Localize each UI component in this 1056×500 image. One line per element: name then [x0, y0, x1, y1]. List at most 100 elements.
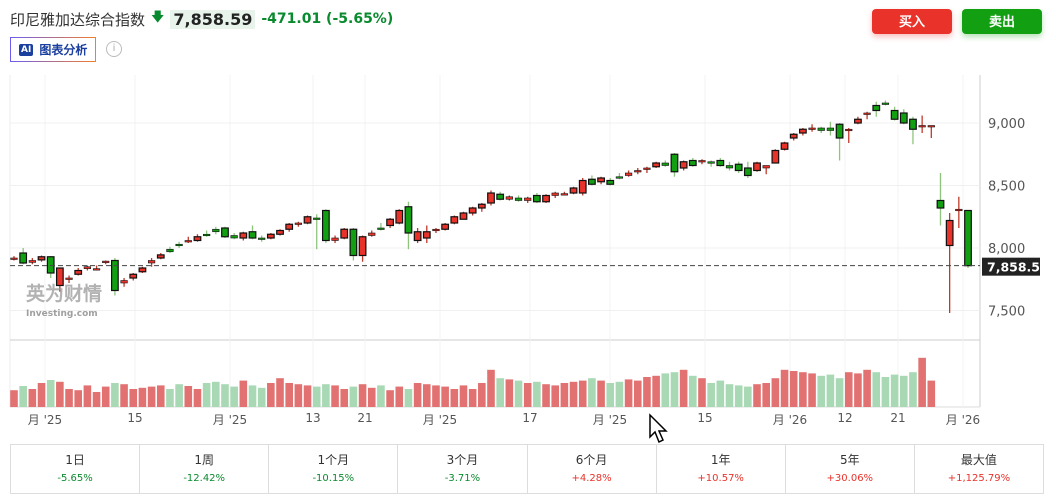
volume-bar	[303, 385, 312, 407]
volume-bar	[643, 377, 651, 407]
volume-bar	[349, 386, 358, 407]
volume-bar	[505, 379, 514, 407]
performance-cell[interactable]: 5年 +30.06%	[786, 445, 915, 493]
x-tick-label: 月 '26	[945, 413, 981, 427]
x-tick-label: 15	[127, 411, 143, 425]
candle-body	[505, 196, 513, 200]
period-label: 5年	[839, 453, 860, 467]
candle-body	[46, 256, 55, 274]
candle-body	[321, 209, 330, 242]
arrow-down-icon: 🡇	[151, 10, 165, 25]
period-label: 3个月	[446, 453, 479, 467]
candle-body	[368, 232, 376, 236]
performance-cell[interactable]: 1个月 -10.15%	[269, 445, 399, 493]
performance-cell[interactable]: 1周 -12.42%	[140, 445, 270, 493]
candle-body	[432, 228, 440, 232]
last-price-tag	[982, 257, 1040, 276]
candle-body	[606, 179, 615, 185]
volume-bar	[56, 381, 64, 407]
volume-bar	[890, 374, 899, 407]
candle-body	[248, 231, 257, 239]
period-change: +1,125.79%	[947, 473, 1011, 484]
volume-bar	[725, 384, 734, 407]
candle-body	[597, 177, 605, 183]
candle-body	[83, 266, 91, 269]
info-icon[interactable]: i	[106, 41, 122, 57]
volume-bar	[441, 386, 449, 407]
volume-bar	[193, 389, 202, 407]
candle-body	[734, 163, 743, 172]
candle-body	[725, 165, 734, 169]
candle-body	[532, 194, 541, 203]
candle-body	[468, 207, 477, 214]
candle-body	[10, 257, 18, 260]
performance-cell[interactable]: 1年 +10.57%	[657, 445, 786, 493]
volume-bar	[689, 375, 697, 407]
volume-bar	[854, 373, 862, 407]
volume-bar	[918, 357, 926, 407]
candle-body	[670, 153, 679, 173]
candle-body	[166, 248, 174, 253]
volume-bar	[212, 381, 220, 407]
candle-body	[762, 165, 770, 169]
volume-bar	[358, 384, 367, 407]
candle-body	[643, 167, 651, 170]
mouse-cursor-icon	[649, 413, 668, 444]
ai-icon: AI	[19, 43, 34, 56]
candle-body	[230, 235, 238, 239]
y-tick-label: 7,500	[988, 305, 1025, 320]
volume-bar	[872, 372, 881, 407]
candle-body	[936, 199, 945, 209]
volume-bar	[771, 378, 780, 407]
volume-bar	[92, 392, 101, 407]
performance-cell[interactable]: 3个月 -3.71%	[398, 445, 528, 493]
volume-bar	[230, 386, 238, 407]
period-label: 6个月	[575, 453, 608, 467]
performance-cell[interactable]: 1日 -5.65%	[11, 445, 141, 493]
candle-body	[37, 256, 46, 261]
x-tick-label: 15	[697, 411, 713, 425]
candle-body	[634, 170, 642, 173]
volume-bar	[744, 386, 752, 407]
candle-body	[120, 280, 128, 284]
sell-button[interactable]: 卖出	[962, 9, 1042, 34]
x-tick-label: 月 '25	[592, 413, 628, 427]
candle-body	[588, 178, 596, 185]
volume-bar	[156, 385, 165, 407]
performance-cell[interactable]: 6个月 +4.28%	[528, 445, 657, 493]
candle-body	[294, 222, 302, 225]
volume-bar	[670, 372, 679, 407]
volume-bar	[698, 378, 706, 407]
volume-bar	[395, 386, 404, 407]
volume-bar	[267, 383, 275, 407]
candle-body	[826, 127, 835, 131]
volume-bar	[422, 384, 431, 407]
candle-body	[863, 112, 871, 115]
candle-body	[707, 161, 715, 164]
period-label: 最大值	[960, 453, 997, 467]
volume-bar	[780, 369, 789, 407]
candle-body	[203, 233, 211, 237]
volume-bar	[716, 380, 725, 407]
buy-button[interactable]: 买入	[872, 9, 952, 34]
performance-cell[interactable]: 最大值 +1,125.79%	[915, 445, 1043, 493]
candle-body	[798, 128, 807, 134]
volume-bar	[239, 380, 248, 407]
candle-body	[514, 197, 523, 201]
volume-bar	[569, 381, 578, 407]
ai-chart-analysis-button[interactable]: AI 图表分析	[10, 37, 97, 62]
volume-bar	[166, 389, 174, 407]
volume-bar	[83, 385, 92, 407]
volume-bar	[138, 387, 147, 407]
candle-body	[92, 268, 101, 271]
candle-body	[450, 216, 459, 224]
x-tick-label: 13	[305, 411, 321, 425]
ai-button-label: 图表分析	[39, 43, 88, 57]
volume-bar	[175, 384, 183, 407]
candle-body	[74, 269, 83, 275]
candle-body	[927, 125, 935, 128]
volume-bar	[734, 385, 743, 407]
volume-bar	[19, 386, 27, 407]
volume-bar	[468, 389, 477, 407]
